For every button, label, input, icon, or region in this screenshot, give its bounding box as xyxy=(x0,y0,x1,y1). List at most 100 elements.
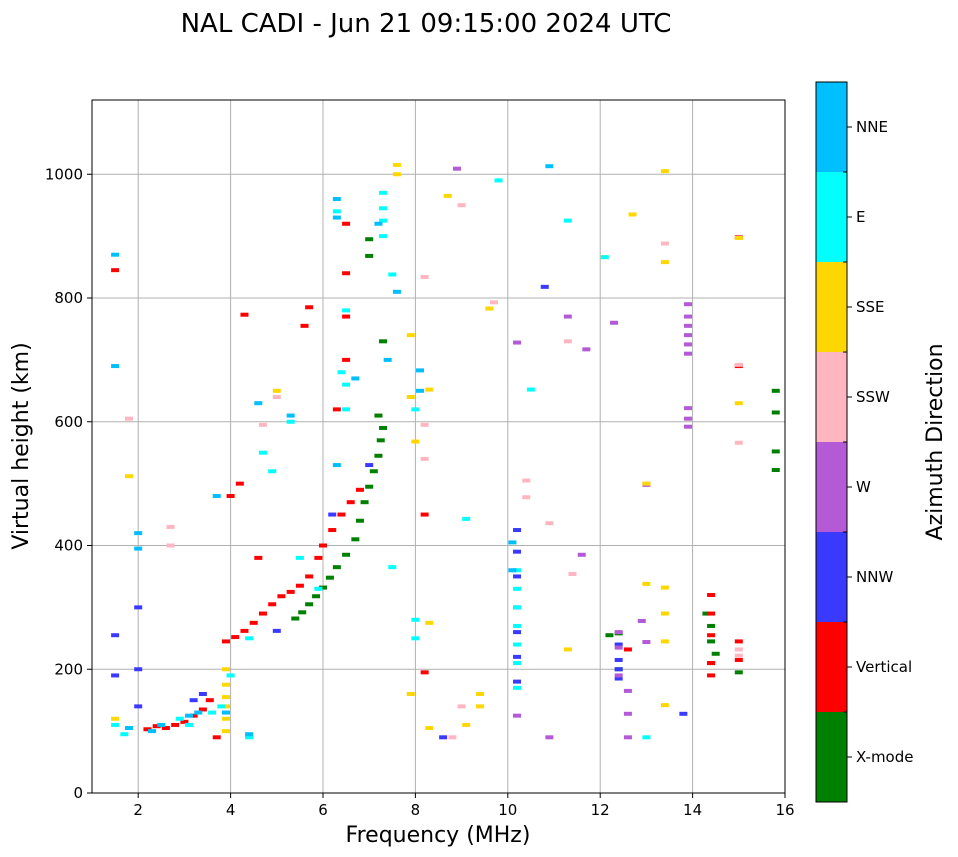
echo-point xyxy=(379,425,388,430)
echo-point xyxy=(376,438,385,443)
echo-point xyxy=(342,382,351,387)
echo-point xyxy=(157,722,166,727)
echo-point xyxy=(577,552,586,557)
echo-point xyxy=(111,252,120,257)
echo-point xyxy=(365,237,374,242)
echo-point xyxy=(420,274,429,279)
colorbar-label-item: NNE xyxy=(856,118,888,136)
echo-point xyxy=(457,704,466,709)
echo-point xyxy=(660,639,669,644)
echo-point xyxy=(420,670,429,675)
y-tick-label: 200 xyxy=(54,660,83,678)
echo-point xyxy=(545,735,554,740)
echo-point xyxy=(124,416,133,421)
echo-point xyxy=(143,727,152,732)
echo-point xyxy=(185,722,194,727)
echo-point xyxy=(351,376,360,381)
echo-point xyxy=(342,221,351,226)
echo-point xyxy=(134,667,143,672)
echo-point xyxy=(374,413,383,418)
echo-point xyxy=(683,424,692,429)
echo-point xyxy=(642,640,651,645)
echo-point xyxy=(226,494,235,498)
colorbar-segment xyxy=(816,172,847,262)
echo-point xyxy=(734,362,743,367)
plot-frame xyxy=(91,99,786,794)
echo-point xyxy=(305,574,314,579)
echo-point xyxy=(707,633,716,638)
echo-point xyxy=(513,605,522,610)
echo-point xyxy=(420,512,429,517)
echo-point xyxy=(513,528,522,533)
echo-point xyxy=(379,206,388,211)
echo-point xyxy=(272,395,281,399)
echo-point xyxy=(369,469,378,474)
echo-point xyxy=(332,215,341,220)
echo-point xyxy=(295,555,304,560)
echo-point xyxy=(152,724,161,729)
echo-point xyxy=(258,450,267,455)
echo-point xyxy=(702,611,711,616)
echo-point xyxy=(342,407,351,412)
echo-point xyxy=(683,323,692,328)
echo-point xyxy=(148,729,157,734)
echo-point xyxy=(683,302,692,307)
echo-point xyxy=(628,212,637,217)
echo-point xyxy=(379,190,388,195)
echo-point xyxy=(420,422,429,427)
colorbar-label-item: SSE xyxy=(856,298,885,316)
x-tick-label: 12 xyxy=(591,801,610,819)
series-nne xyxy=(111,164,554,737)
echo-point xyxy=(185,713,194,718)
echo-point xyxy=(198,707,207,712)
echo-point xyxy=(342,308,351,313)
echo-point xyxy=(286,419,295,424)
y-tick-label: 800 xyxy=(54,289,83,307)
x-tick-label: 14 xyxy=(683,801,702,819)
grid-lines xyxy=(92,100,786,794)
echo-point xyxy=(217,704,226,709)
y-axis-label: Virtual height (km) xyxy=(9,342,34,549)
echo-point xyxy=(124,474,133,479)
echo-point xyxy=(679,711,688,716)
echo-point xyxy=(563,339,572,344)
colorbar-segment xyxy=(816,262,847,352)
echo-point xyxy=(325,575,334,580)
series-x-mode xyxy=(291,237,780,675)
echo-point xyxy=(457,203,466,208)
echo-point xyxy=(707,673,716,678)
echo-point xyxy=(771,449,780,454)
colorbar-frame xyxy=(815,81,848,803)
echo-point xyxy=(660,260,669,265)
echo-point xyxy=(734,235,743,240)
echo-point xyxy=(540,284,549,289)
echo-point xyxy=(198,692,207,696)
colorbar-label-item: NNW xyxy=(856,568,893,586)
colorbar-segment xyxy=(816,352,847,442)
x-axis-label: Frequency (MHz) xyxy=(346,823,531,848)
echo-point xyxy=(124,726,133,731)
echo-point xyxy=(295,583,304,588)
echo-point xyxy=(166,543,175,548)
echo-point xyxy=(439,735,448,740)
echo-point xyxy=(420,456,429,461)
echo-point xyxy=(513,568,522,573)
colorbar-segment xyxy=(816,82,847,172)
echo-point xyxy=(272,628,281,633)
echo-point xyxy=(563,647,572,652)
echo-point xyxy=(254,401,263,406)
echo-point xyxy=(337,512,346,517)
echo-point xyxy=(342,552,351,557)
echo-point xyxy=(489,300,498,305)
echo-point xyxy=(642,735,651,740)
echo-point xyxy=(240,628,249,633)
echo-point xyxy=(508,540,517,545)
echo-point xyxy=(623,735,632,740)
echo-point xyxy=(707,639,716,644)
colorbar-label-item: E xyxy=(856,208,865,226)
echo-point xyxy=(235,481,244,486)
echo-point xyxy=(623,688,632,693)
echo-point xyxy=(305,602,314,607)
echo-point xyxy=(411,617,420,622)
echo-point xyxy=(332,209,341,214)
